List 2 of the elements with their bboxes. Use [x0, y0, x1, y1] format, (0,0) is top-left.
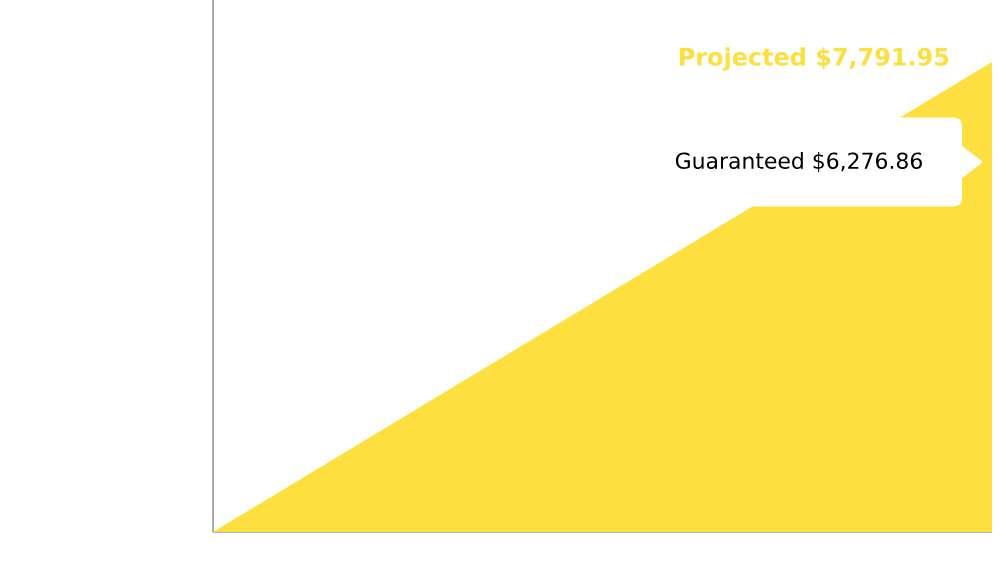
annotation: Guaranteed $6,276.86 [675, 152, 922, 172]
annotation: Projected $7,791.95 [679, 47, 949, 71]
